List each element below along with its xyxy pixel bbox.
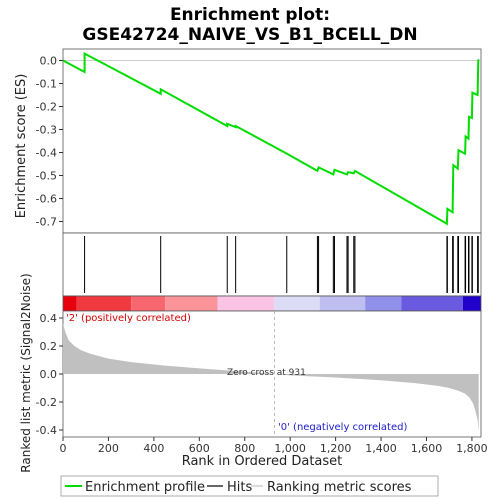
x-tick-label: 400: [143, 442, 164, 455]
negative-correlation-label: '0' (negatively correlated): [278, 422, 407, 433]
metric-y-tick-label: 0.2: [40, 340, 58, 353]
heatmap-segment: [462, 296, 481, 311]
metric-y-tick-label: -0.2: [36, 396, 57, 409]
x-tick-label: 1,800: [456, 442, 488, 455]
x-axis-label: Rank in Ordered Dataset: [182, 454, 343, 469]
metric-y-tick-label: 0.4: [40, 312, 58, 325]
es-y-tick-label: -0.6: [36, 193, 57, 206]
x-tick-label: 1,600: [411, 442, 443, 455]
hits-panel-frame: [62, 232, 482, 297]
metric-area: [63, 323, 479, 432]
x-tick-label: 1,400: [365, 442, 397, 455]
heatmap-segment: [274, 296, 320, 311]
metric-panel: 0.4 0.2 0.0 -0.2 -0.40 200 400 600 800 1,000 1,200…: [36, 310, 488, 455]
legend-metric-label: Ranking metric scores: [267, 480, 412, 495]
heatmap-segment: [76, 296, 132, 311]
title-line-2: GSE42724_NAIVE_VS_B1_BCELL_DN: [82, 25, 417, 45]
es-y-tick-label: -0.1: [36, 78, 57, 91]
x-tick-label: 800: [234, 442, 255, 455]
x-tick-label: 600: [189, 442, 210, 455]
es-curve: [62, 51, 480, 226]
legend: Enrichment profile Hits Ranking metric s…: [60, 475, 439, 497]
hits-panel: [62, 232, 482, 297]
legend-hits-label: Hits: [227, 480, 252, 495]
metric-y-tick-label: -0.4: [36, 424, 57, 437]
heatmap-segment: [401, 296, 463, 311]
es-panel-frame: [62, 48, 482, 234]
metric-y-axis-label: Ranked list metric (Signal2Noise): [19, 273, 33, 472]
zero-cross-label: Zero cross at 931: [227, 368, 306, 378]
es-panel: 0.0 -0.1 -0.2 -0.3 -0.4 -0.5 -0.6 -0.7: [36, 48, 482, 234]
es-y-axis-label: Enrichment score (ES): [14, 74, 29, 219]
heatmap-segment: [63, 296, 77, 311]
heatmap-bar: [62, 295, 482, 312]
heatmap-segment: [217, 296, 275, 311]
x-tick-label: 0: [60, 442, 67, 455]
title-line-1: Enrichment plot:: [170, 5, 330, 25]
x-tick-label: 1,000: [274, 442, 306, 455]
heatmap-segment: [165, 296, 218, 311]
heatmap-segment: [131, 296, 166, 311]
legend-box: [60, 475, 439, 497]
es-y-tick-label: -0.5: [36, 170, 57, 183]
legend-es-label: Enrichment profile: [85, 480, 205, 495]
metric-y-tick-label: 0.0: [40, 368, 58, 381]
x-tick-label: 1,200: [320, 442, 352, 455]
es-y-tick-label: -0.3: [36, 124, 57, 137]
es-y-tick-label: -0.7: [36, 216, 57, 229]
es-y-tick-label: -0.4: [36, 147, 57, 160]
x-tick-label: 200: [98, 442, 119, 455]
heatmap-segment: [365, 296, 402, 311]
heatmap-segment: [319, 296, 366, 311]
es-y-tick-label: 0.0: [40, 55, 58, 68]
es-y-tick-label: -0.2: [36, 101, 57, 114]
positive-correlation-label: '2' (positively correlated): [66, 313, 191, 324]
